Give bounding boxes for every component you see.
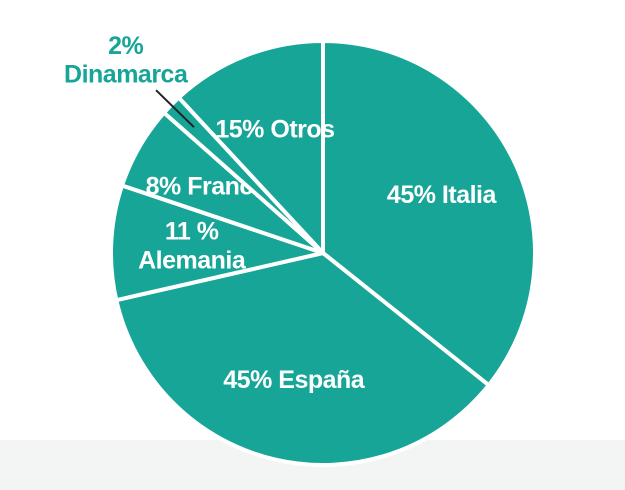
- slice-category-label: Alemania: [138, 246, 247, 274]
- slice-value-label: 15%: [215, 115, 264, 143]
- slice-value-label: 45%: [387, 181, 436, 209]
- leader-line: [155, 89, 195, 128]
- slice-label: 15% Otros: [215, 115, 334, 143]
- pie-slice: [176, 39, 325, 255]
- slice-category-label: Otros: [270, 115, 334, 143]
- slice-label: 45% Italia: [387, 181, 498, 209]
- slice-value-label: 45%: [223, 366, 272, 394]
- pie-slice: [114, 251, 491, 467]
- pie-slice: [321, 39, 537, 388]
- slice-label: 45% España: [223, 366, 366, 394]
- slice-label: 2% Dinamarca: [64, 31, 189, 88]
- slice-label: 11 % Alemania: [138, 217, 247, 274]
- slice-category-label: España: [278, 366, 366, 394]
- pie-slice: [109, 183, 325, 303]
- slice-category-label: Dinamarca: [64, 60, 189, 88]
- slice-value-label: 2%: [108, 31, 143, 59]
- slice-value-label: 11 %: [165, 217, 219, 245]
- slice-value-label: 8%: [146, 172, 181, 200]
- slice-category-label: Italia: [442, 181, 498, 209]
